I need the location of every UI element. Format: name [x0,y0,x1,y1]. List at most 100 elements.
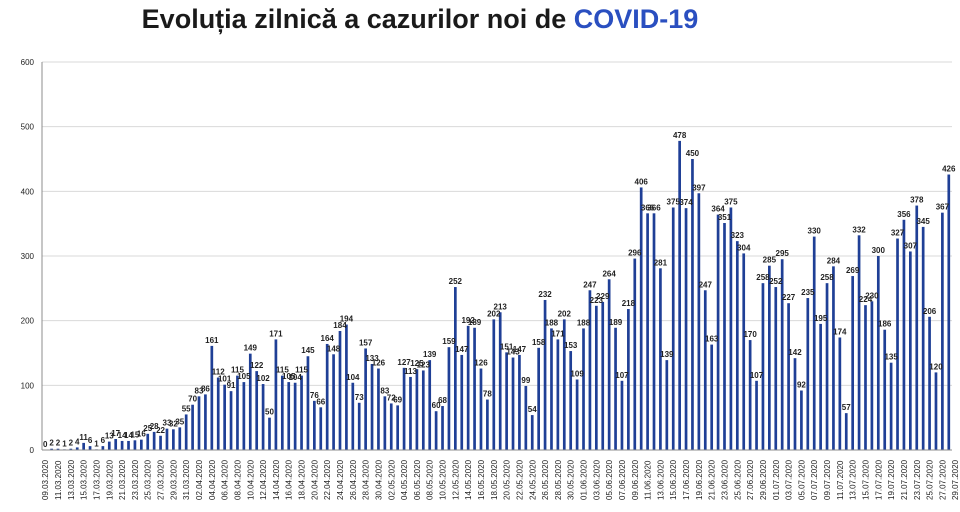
data-label: 202 [558,309,572,318]
x-tick-label: 15.03.2020 [80,459,89,500]
bar [915,205,919,450]
data-label: 374 [679,198,693,207]
x-tick-label: 09.03.2020 [41,459,50,500]
data-label: 223 [590,296,604,305]
bar [652,213,656,450]
data-label: 397 [692,183,706,192]
x-tick-label: 09.07.2020 [823,459,832,500]
data-label: 307 [904,241,918,250]
data-label: 4 [75,437,80,446]
bar [229,391,233,450]
data-label: 68 [438,396,447,405]
data-label: 269 [846,266,860,275]
bar [723,223,726,450]
x-tick-label: 26.04.2020 [349,459,358,500]
data-label: 1 [94,439,99,448]
data-label: 99 [521,376,530,385]
data-label: 230 [865,291,879,300]
data-label: 28 [150,422,159,431]
bar [562,319,566,450]
data-label: 142 [788,348,802,357]
data-label: 15 [130,430,139,439]
x-tick-label: 23.06.2020 [721,459,730,500]
data-label: 426 [942,165,956,174]
bar [768,265,771,450]
data-label: 83 [380,386,389,395]
x-tick-label: 16.05.2020 [477,459,486,500]
x-tick-label: 29.03.2020 [169,459,178,500]
data-label: 22 [156,426,165,435]
data-label: 351 [718,213,732,222]
bar [569,351,573,450]
data-label: 366 [647,203,661,212]
bar [832,266,835,450]
bar [755,380,758,450]
bar [857,235,861,450]
bar [524,385,528,450]
x-tick-label: 29.06.2020 [759,459,768,500]
bar [345,324,348,450]
bar [729,207,733,450]
bar [139,439,143,450]
bar [50,448,53,450]
chart-title-main: Evoluția zilnică a cazurilor noi de [141,4,574,34]
bar [447,347,451,450]
bar [896,238,899,450]
bar [716,214,720,450]
bar [671,207,675,450]
data-label: 232 [538,290,552,299]
data-label: 112 [212,368,225,377]
x-tick-label: 28.04.2020 [362,459,371,500]
data-label: 35 [175,417,184,426]
data-label: 11 [79,433,88,442]
bar [460,354,464,450]
data-label: 60 [432,401,441,410]
bar [928,316,931,450]
data-label: 345 [916,217,930,226]
bar [409,376,412,450]
data-label: 122 [250,361,264,370]
bar [210,345,214,450]
data-label: 2 [69,439,74,448]
bar [165,428,169,450]
x-tick-label: 16.04.2020 [285,459,294,500]
data-label: 6 [88,436,93,445]
x-tick-label: 02.04.2020 [195,459,204,500]
bar [774,287,778,450]
bar [280,375,284,450]
data-label: 104 [288,373,302,382]
bar [543,299,547,450]
bar [710,344,714,450]
data-label: 247 [699,280,713,289]
bar [332,354,335,450]
bar [902,219,906,450]
data-label: 258 [756,273,770,282]
data-label: 186 [878,320,892,329]
bar [75,447,79,450]
bar [479,368,483,450]
data-label: 157 [359,338,373,347]
data-label: 33 [163,419,172,428]
data-label: 195 [814,314,828,323]
data-label: 149 [244,344,258,353]
bar [82,442,85,450]
bar [274,339,278,450]
data-label: 76 [310,391,319,400]
bar [370,363,374,450]
x-tick-label: 10.05.2020 [439,459,448,500]
data-label: 192 [461,316,475,325]
x-axis-ticks: 09.03.2020 11.03.2020 13.03.2020 15.03.2020… [41,459,960,500]
bar [627,309,630,450]
data-label: 264 [602,269,616,278]
data-label: 235 [801,288,815,297]
data-label: 70 [188,395,197,404]
bar [594,305,598,450]
data-label: 281 [654,258,668,267]
bar [255,371,259,450]
data-label: 13 [105,432,114,441]
x-tick-label: 13.07.2020 [849,459,858,500]
bar [812,236,816,450]
bar [620,380,624,450]
bar [684,208,688,450]
x-tick-label: 18.05.2020 [490,459,499,500]
